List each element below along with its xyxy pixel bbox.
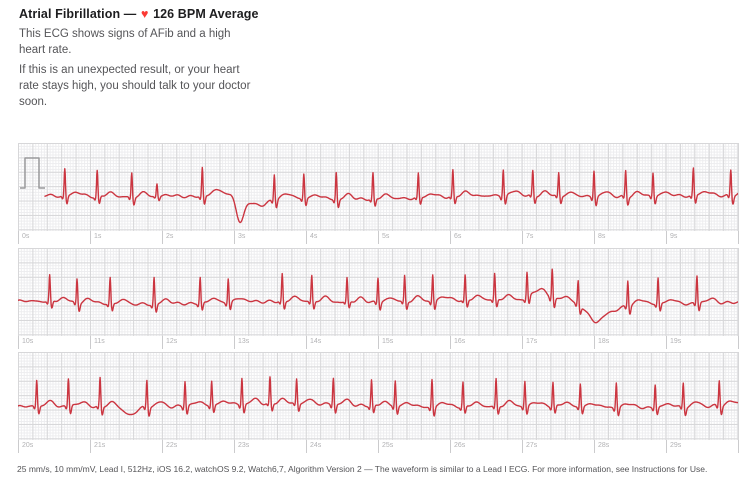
time-tick-label: 28s: [594, 440, 666, 453]
time-tick-label: 3s: [234, 231, 306, 244]
time-tick-label: 29s: [666, 440, 738, 453]
time-tick-label: 7s: [522, 231, 594, 244]
time-tick-label: 10s: [18, 336, 90, 349]
time-tick-label: 18s: [594, 336, 666, 349]
time-tick-label: 15s: [378, 336, 450, 349]
ecg-waveform: [18, 268, 738, 324]
time-tick-label: 9s: [666, 231, 738, 244]
ecg-trace: [18, 376, 738, 417]
time-tick-label: 8s: [594, 231, 666, 244]
time-tick-label: 13s: [234, 336, 306, 349]
footer-note: 25 mm/s, 10 mm/mV, Lead I, 512Hz, iOS 16…: [17, 464, 708, 474]
time-tick-label: 22s: [162, 440, 234, 453]
time-tick-label: 26s: [450, 440, 522, 453]
time-tick-label: 17s: [522, 336, 594, 349]
ecg-strip-2: 10s 11s 12s 13s 14s 15s 16s 17s 18s 19s: [0, 248, 751, 350]
time-tick-label: 21s: [90, 440, 162, 453]
time-tick-label: 16s: [450, 336, 522, 349]
time-tick-label: 1s: [90, 231, 162, 244]
time-tick-label: 4s: [306, 231, 378, 244]
time-tick-label: 24s: [306, 440, 378, 453]
classification-label: Atrial Fibrillation —: [19, 7, 137, 21]
time-tick-label: 19s: [666, 336, 738, 349]
ecg-grid: [18, 248, 739, 336]
time-tick-label: 25s: [378, 440, 450, 453]
calibration-pulse: [20, 157, 45, 189]
ecg-grid: [18, 352, 739, 440]
page-title: Atrial Fibrillation — ♥ 126 BPM Average: [19, 7, 259, 21]
time-tick-label: 23s: [234, 440, 306, 453]
result-description: This ECG shows signs of AFib and a high …: [19, 28, 231, 56]
ecg-strip-3: 20s 21s 22s 23s 24s 25s 26s 27s 28s 29s: [0, 352, 751, 454]
time-axis: 0s 1s 2s 3s 4s 5s 6s 7s 8s 9s: [18, 231, 739, 244]
time-tick-label: 0s: [18, 231, 90, 244]
time-tick-label: 27s: [522, 440, 594, 453]
ecg-waveform: [20, 157, 738, 224]
time-axis: 20s 21s 22s 23s 24s 25s 26s 27s 28s 29s: [18, 440, 739, 453]
result-advice: If this is an unexpected result, or your…: [19, 64, 251, 108]
time-axis: 10s 11s 12s 13s 14s 15s 16s 17s 18s 19s: [18, 336, 739, 349]
time-tick-label: 11s: [90, 336, 162, 349]
time-tick-label: 2s: [162, 231, 234, 244]
ecg-grid: [18, 143, 739, 231]
ecg-trace: [18, 268, 738, 324]
ecg-trace: [44, 166, 738, 224]
time-tick-label: 20s: [18, 440, 90, 453]
ecg-waveform: [18, 376, 738, 417]
time-tick-label: 14s: [306, 336, 378, 349]
heart-icon: ♥: [140, 7, 149, 21]
time-tick-label: 12s: [162, 336, 234, 349]
time-tick-label: 5s: [378, 231, 450, 244]
ecg-strip-1: 0s 1s 2s 3s 4s 5s 6s 7s 8s 9s: [0, 143, 751, 245]
average-bpm-label: 126 BPM Average: [153, 7, 259, 21]
time-tick-label: 6s: [450, 231, 522, 244]
